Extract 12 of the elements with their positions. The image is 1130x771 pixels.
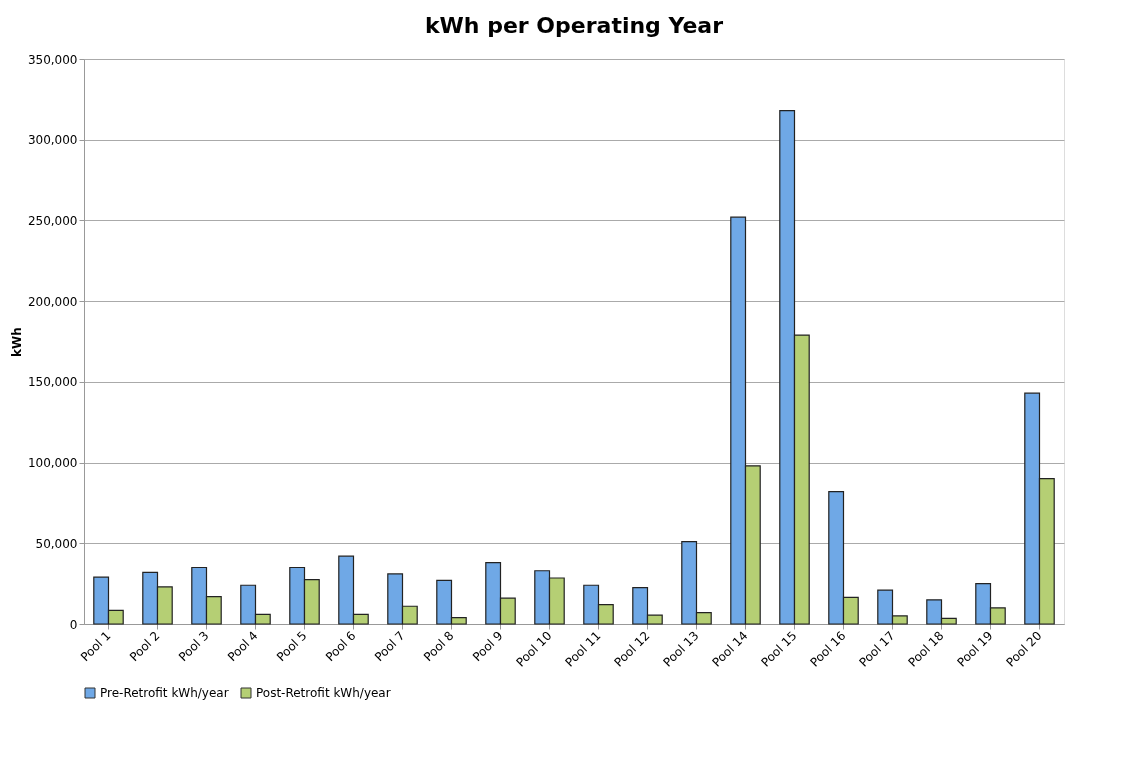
y-tick-label: 200,000 [27,294,78,309]
y-axis-title: kWh [9,327,24,357]
y-tick-label: 100,000 [27,456,78,471]
y-tick-label: 50,000 [35,536,78,551]
y-tick-label: 300,000 [27,133,78,148]
legend-label: Post-Retrofit kWh/year [256,686,391,700]
chart-title: kWh per Operating Year [424,13,724,38]
y-tick-label: 150,000 [27,375,78,390]
legend-label: Pre-Retrofit kWh/year [100,686,229,700]
y-tick-label: 350,000 [27,52,78,67]
y-tick-label: 0 [69,617,78,632]
y-tick-label: 250,000 [27,213,78,228]
